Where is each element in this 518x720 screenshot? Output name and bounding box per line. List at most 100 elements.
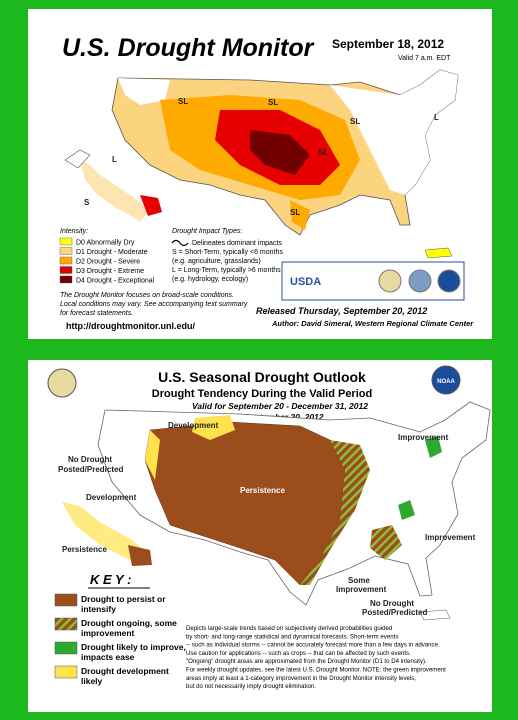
improvement-east bbox=[398, 500, 415, 520]
impact-item: Delineates dominant impacts bbox=[192, 240, 282, 247]
key-swatch bbox=[54, 665, 78, 679]
monitor-released: Released Thursday, September 20, 2012 bbox=[256, 306, 427, 316]
monitor-author: Author: David Simeral, Western Regional … bbox=[271, 319, 474, 328]
impact-item: S = Short-Term, typically <6 months bbox=[172, 249, 283, 256]
description-line: Depicts large-scale trends based on subj… bbox=[186, 625, 392, 632]
monitor-date: September 18, 2012 bbox=[332, 37, 444, 51]
legend-swatch bbox=[59, 247, 73, 255]
alaska-hawaii bbox=[80, 160, 150, 222]
puerto-rico bbox=[419, 609, 451, 621]
description-line: -- such as individual storms -- cannot b… bbox=[186, 642, 440, 649]
monitor-note: The Drought Monitor focuses on broad-sca… bbox=[60, 292, 248, 317]
key-label: likely bbox=[81, 676, 103, 686]
monitor-title: U.S. Drought Monitor bbox=[62, 34, 315, 62]
map-label: Development bbox=[168, 421, 219, 430]
map-label: Posted/Predicted bbox=[58, 465, 123, 474]
key-swatch bbox=[54, 617, 78, 631]
logo-box bbox=[281, 261, 465, 301]
hawaii-persistence bbox=[128, 545, 152, 566]
map-label: Persistence bbox=[62, 545, 107, 554]
alaska bbox=[64, 149, 91, 169]
map-label: SL bbox=[350, 117, 360, 126]
drought-map: SL SL SL SL SL L L S bbox=[64, 69, 459, 259]
key-label: Drought to persist or bbox=[81, 594, 166, 604]
hawaii-d3 bbox=[140, 195, 162, 216]
map-label: No Drought bbox=[68, 455, 112, 464]
map-label: Improvement bbox=[425, 533, 476, 542]
intensity-legend: D0 Abnormally Dry D1 Drought - Moderate D2… bbox=[59, 237, 155, 285]
map-label: No Drought bbox=[370, 599, 414, 608]
improvement-ne bbox=[425, 436, 442, 458]
no-drought-east bbox=[330, 70, 458, 195]
legend-swatch bbox=[59, 237, 73, 246]
texas-d2 bbox=[290, 200, 310, 230]
no-drought-northwest bbox=[118, 78, 170, 105]
monitor-valid: Valid 7 a.m. EDT bbox=[398, 55, 451, 62]
map-label: SL bbox=[318, 148, 328, 157]
map-label: SL bbox=[290, 208, 300, 217]
legend-label: D2 Drought - Severe bbox=[76, 259, 140, 266]
map-label: Improvement bbox=[336, 585, 387, 594]
impact-item: (e.g. agriculture, grasslands) bbox=[172, 258, 261, 265]
noaa-logo bbox=[437, 269, 461, 293]
note-line: Local conditions may vary. See accompany… bbox=[60, 301, 248, 308]
outlook-description: Depicts large-scale trends based on subj… bbox=[186, 625, 446, 690]
note-line: for forecast statements. bbox=[60, 310, 133, 317]
map-label: L bbox=[112, 155, 117, 164]
ongoing-improvement-area bbox=[300, 440, 370, 585]
key-label: impacts ease bbox=[81, 652, 135, 662]
monitor-url: http://droughtmonitor.unl.edu/ bbox=[66, 321, 195, 331]
intensity-title: Intensity: bbox=[60, 228, 88, 235]
outlook-valid: Valid for September 20 - December 31, 20… bbox=[192, 401, 368, 411]
description-line: by short- and long-range statistical and… bbox=[186, 633, 398, 640]
seal-logo bbox=[378, 269, 402, 293]
map-label: Improvement bbox=[398, 433, 449, 442]
description-line: "Ongoing" drought areas are approximated… bbox=[186, 658, 427, 665]
map-label: Some bbox=[348, 576, 370, 585]
legend-label: D1 Drought - Moderate bbox=[76, 249, 148, 256]
development-west bbox=[145, 430, 160, 480]
legend-swatch bbox=[59, 256, 73, 265]
key-label: Drought ongoing, some bbox=[81, 618, 177, 628]
development-top bbox=[192, 415, 235, 440]
seal-logo bbox=[408, 269, 432, 293]
key-label: improvement bbox=[81, 628, 135, 638]
key-label: Drought likely to improve, bbox=[81, 642, 186, 652]
map-label: S bbox=[84, 198, 90, 207]
map-label: Development bbox=[86, 493, 137, 502]
puerto-rico bbox=[424, 247, 453, 259]
description-line: For weekly drought updates, see the late… bbox=[186, 667, 446, 674]
map-label: SL bbox=[268, 98, 278, 107]
legend-label: D4 Drought - Exceptional bbox=[76, 278, 155, 285]
legend-label: D0 Abnormally Dry bbox=[76, 240, 135, 247]
d4-area bbox=[250, 130, 310, 175]
legend-swatch bbox=[59, 275, 73, 284]
map-label: L bbox=[434, 113, 439, 122]
noaa-logo bbox=[431, 365, 461, 395]
map-label: SL bbox=[178, 97, 188, 106]
map-label: Persistence bbox=[240, 486, 285, 495]
outlook-title: U.S. Seasonal Drought Outlook bbox=[158, 369, 366, 385]
key-swatch bbox=[54, 593, 78, 607]
ongoing-improvement-east bbox=[370, 525, 402, 560]
key-label: Drought development bbox=[81, 666, 169, 676]
impact-title: Drought Impact Types: bbox=[172, 228, 242, 235]
impact-list: Delineates dominant impacts S = Short-Ter… bbox=[172, 240, 283, 283]
legend-swatch bbox=[59, 266, 73, 274]
impact-line-symbol bbox=[171, 239, 189, 247]
doc-seal bbox=[47, 368, 77, 398]
key-swatch bbox=[54, 641, 78, 655]
description-line: areas imply at least a 1-category improv… bbox=[186, 675, 416, 682]
legend-label: D3 Drought - Extreme bbox=[76, 268, 144, 275]
hawaii-development bbox=[62, 502, 150, 560]
key-title: K E Y : bbox=[90, 572, 131, 587]
map-label: Posted/Predicted bbox=[362, 608, 427, 617]
outlook-subtitle: Drought Tendency During the Valid Period bbox=[152, 388, 372, 400]
usda-logo: USDA bbox=[290, 276, 321, 288]
note-line: The Drought Monitor focuses on broad-sca… bbox=[60, 292, 234, 299]
description-line: but do not necessarily imply drought eli… bbox=[186, 683, 316, 690]
noaa-logo-text: NOAA bbox=[437, 379, 455, 385]
